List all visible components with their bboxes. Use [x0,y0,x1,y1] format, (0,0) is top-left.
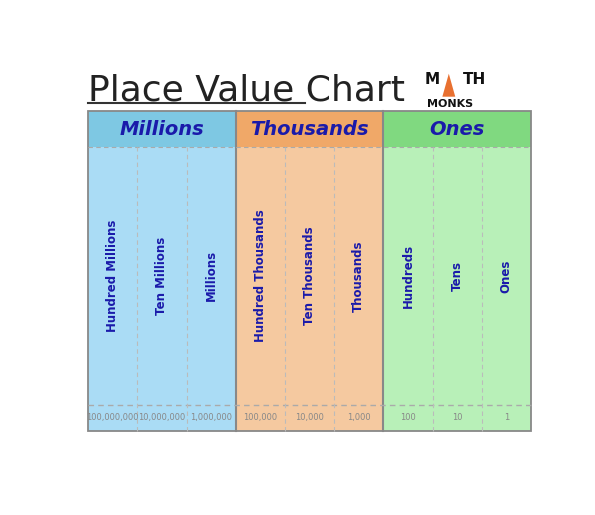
Text: Hundred Thousands: Hundred Thousands [254,210,267,342]
Text: Millions: Millions [205,250,218,301]
Bar [383,111,531,147]
Bar [88,111,236,147]
Text: 1,000: 1,000 [347,413,371,422]
Text: Hundred Millions: Hundred Millions [107,220,120,332]
Text: M: M [425,72,440,87]
Bar [88,111,531,431]
Text: 1,000,000: 1,000,000 [190,413,232,422]
Text: Place Value Chart: Place Value Chart [88,74,405,108]
Text: TH: TH [463,72,486,87]
Text: Millions: Millions [120,119,204,139]
Text: Ten Thousands: Ten Thousands [303,227,316,325]
Text: Ones: Ones [430,119,485,139]
Text: 100: 100 [400,413,416,422]
Text: Ten Millions: Ten Millions [155,237,168,315]
Bar [88,111,236,431]
Text: Hundreds: Hundreds [402,244,415,308]
Text: 1: 1 [504,413,509,422]
Text: Thousands: Thousands [250,119,369,139]
Text: 100,000,000: 100,000,000 [86,413,139,422]
Bar [383,111,531,431]
Text: 10: 10 [452,413,462,422]
Polygon shape [442,74,455,97]
Text: 10,000,000: 10,000,000 [139,413,186,422]
Text: 10,000: 10,000 [295,413,324,422]
Text: 100,000: 100,000 [243,413,277,422]
Text: Thousands: Thousands [352,240,365,312]
Text: Ones: Ones [500,259,513,293]
Bar [236,111,383,147]
Text: MONKS: MONKS [427,99,473,109]
Bar [236,111,383,431]
Text: Tens: Tens [450,261,464,291]
